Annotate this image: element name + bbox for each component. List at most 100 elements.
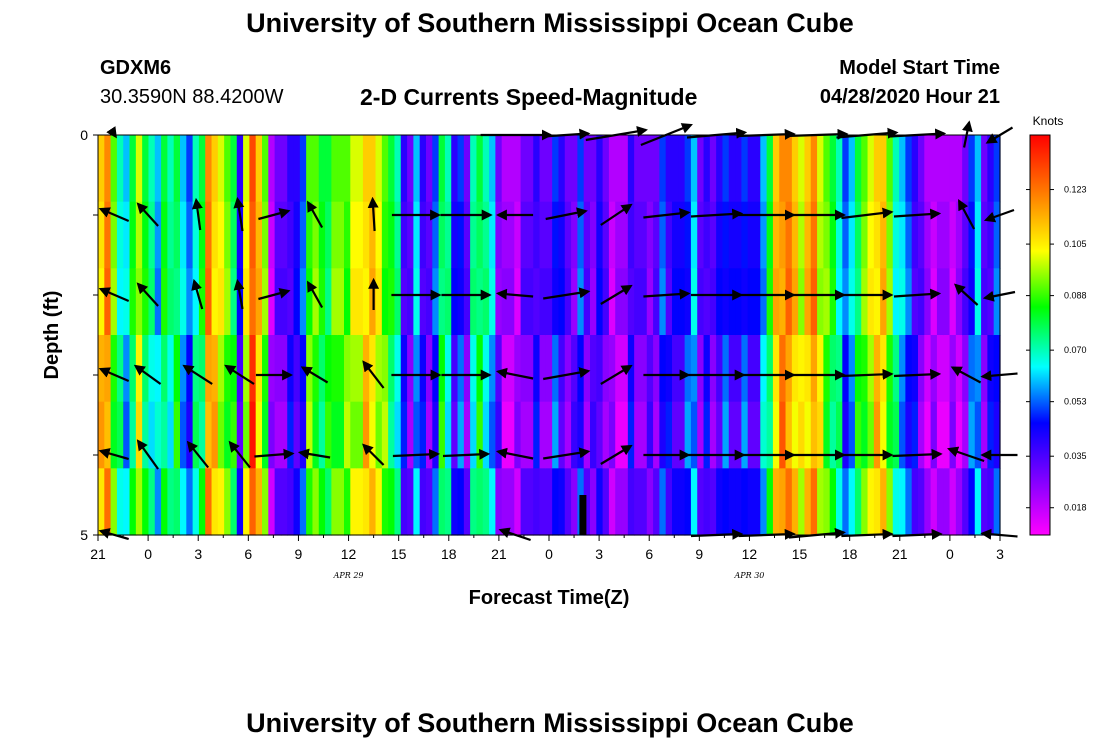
heatmap-cell	[804, 468, 812, 536]
heatmap-cell	[230, 468, 238, 536]
heatmap-cell	[180, 268, 187, 336]
heatmap-cell	[148, 401, 156, 469]
heatmap-cell	[583, 135, 591, 203]
heatmap-cell	[848, 335, 856, 403]
heatmap-cell	[690, 135, 698, 203]
heatmap-cell	[716, 135, 724, 203]
heatmap-cell	[501, 335, 509, 403]
heatmap-cell	[936, 268, 944, 336]
heatmap-cell	[741, 468, 749, 536]
heatmap-cell	[981, 335, 988, 403]
heatmap-cell	[470, 201, 478, 269]
x-tick-label: 3	[996, 546, 1004, 562]
heatmap-cell	[697, 135, 705, 203]
heatmap-cell	[180, 468, 187, 536]
heatmap-cell	[482, 268, 490, 336]
heatmap-cell	[829, 268, 837, 336]
heatmap-cell	[148, 135, 156, 203]
heatmap-cell	[508, 401, 515, 469]
heatmap-cell	[325, 335, 332, 403]
heatmap-cell	[280, 401, 288, 469]
heatmap-cell	[116, 135, 124, 203]
heatmap-cell	[722, 201, 730, 269]
heatmap-cell	[590, 335, 597, 403]
heatmap-cell	[501, 468, 509, 536]
heatmap-cell	[426, 335, 433, 403]
current-vector	[495, 367, 534, 380]
heatmap-cell	[482, 401, 490, 469]
heatmap-cell	[892, 135, 900, 203]
heatmap-cell	[508, 268, 515, 336]
heatmap-cell	[457, 201, 465, 269]
heatmap-cell	[854, 401, 862, 469]
colorbar-tick-label: 0.105	[1064, 239, 1087, 249]
heatmap-cell	[154, 268, 162, 336]
x-tick-label: 0	[946, 546, 954, 562]
heatmap-cell	[564, 335, 572, 403]
heatmap-cell	[684, 401, 692, 469]
heatmap-cell	[735, 201, 742, 269]
heatmap-cell	[653, 268, 660, 336]
heatmap-cell	[716, 268, 724, 336]
heatmap-cell	[924, 268, 932, 336]
date-label: APR 30	[733, 571, 764, 580]
heatmap-cell	[873, 268, 881, 336]
heatmap-cell	[123, 135, 131, 203]
heatmap-cell	[905, 268, 913, 336]
heatmap-cell	[791, 401, 799, 469]
heatmap-cell	[318, 201, 326, 269]
heatmap-cell	[779, 201, 787, 269]
heatmap-cell	[337, 401, 345, 469]
heatmap-cell	[955, 401, 963, 469]
heatmap-cell	[470, 401, 478, 469]
heatmap-cell	[495, 201, 503, 269]
heatmap-cell	[526, 135, 534, 203]
heatmap-cell	[987, 401, 995, 469]
heatmap-cell	[583, 268, 591, 336]
heatmap-cell	[697, 401, 705, 469]
heatmap-cell	[930, 335, 938, 403]
heatmap-cell	[955, 201, 963, 269]
heatmap-cell	[501, 401, 509, 469]
heatmap-cell	[602, 401, 610, 469]
heatmap-cell	[192, 135, 200, 203]
heatmap-cell	[924, 335, 932, 403]
heatmap-cell	[886, 135, 894, 203]
heatmap-cell	[388, 401, 396, 469]
heatmap-cell	[627, 201, 635, 269]
heatmap-cell	[388, 135, 396, 203]
heatmap-cell	[444, 335, 452, 403]
heatmap-cell	[217, 135, 225, 203]
heatmap-cell	[798, 468, 806, 536]
heatmap-cell	[508, 201, 515, 269]
heatmap-cell	[754, 201, 761, 269]
heatmap-cell	[514, 201, 522, 269]
heatmap-cell	[810, 401, 818, 469]
heatmap-cell	[924, 401, 932, 469]
heatmap-cell	[627, 335, 635, 403]
heatmap-cell	[993, 201, 1001, 269]
heatmap-cell	[186, 401, 194, 469]
heatmap-cell	[798, 268, 806, 336]
heatmap-cell	[110, 335, 118, 403]
heatmap-cell	[192, 468, 200, 536]
heatmap-cell	[186, 135, 194, 203]
heatmap-cell	[829, 135, 837, 203]
colorbar-tick-label: 0.088	[1064, 291, 1087, 301]
heatmap-cell	[394, 401, 402, 469]
current-vector	[191, 278, 204, 310]
heatmap-cell	[186, 201, 194, 269]
heatmap-cell	[268, 135, 276, 203]
heatmap-cell	[848, 135, 856, 203]
heatmap-cell	[545, 335, 553, 403]
heatmap-cell	[627, 468, 635, 536]
heatmap-cell	[224, 268, 232, 336]
heatmap-cell	[709, 268, 717, 336]
heatmap-cell	[583, 335, 591, 403]
heatmap-cell	[665, 135, 673, 203]
heatmap-cell	[192, 335, 200, 403]
heatmap-cell	[949, 268, 957, 336]
heatmap-cell	[350, 335, 358, 403]
heatmap-cell	[104, 135, 112, 203]
colorbar-unit-label: Knots	[1033, 114, 1064, 128]
